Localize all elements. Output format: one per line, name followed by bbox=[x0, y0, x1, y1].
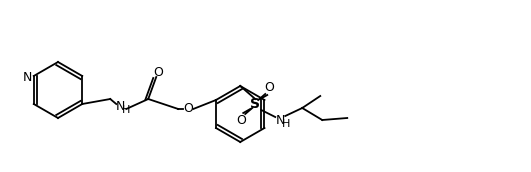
Text: O: O bbox=[264, 80, 274, 94]
Text: H: H bbox=[282, 119, 290, 129]
Text: H: H bbox=[122, 105, 131, 115]
Text: O: O bbox=[183, 103, 193, 116]
Text: S: S bbox=[250, 97, 260, 111]
Text: N: N bbox=[23, 71, 32, 83]
Text: N: N bbox=[276, 114, 285, 126]
Text: N: N bbox=[116, 100, 125, 114]
Text: O: O bbox=[153, 66, 163, 78]
Text: O: O bbox=[236, 115, 246, 127]
